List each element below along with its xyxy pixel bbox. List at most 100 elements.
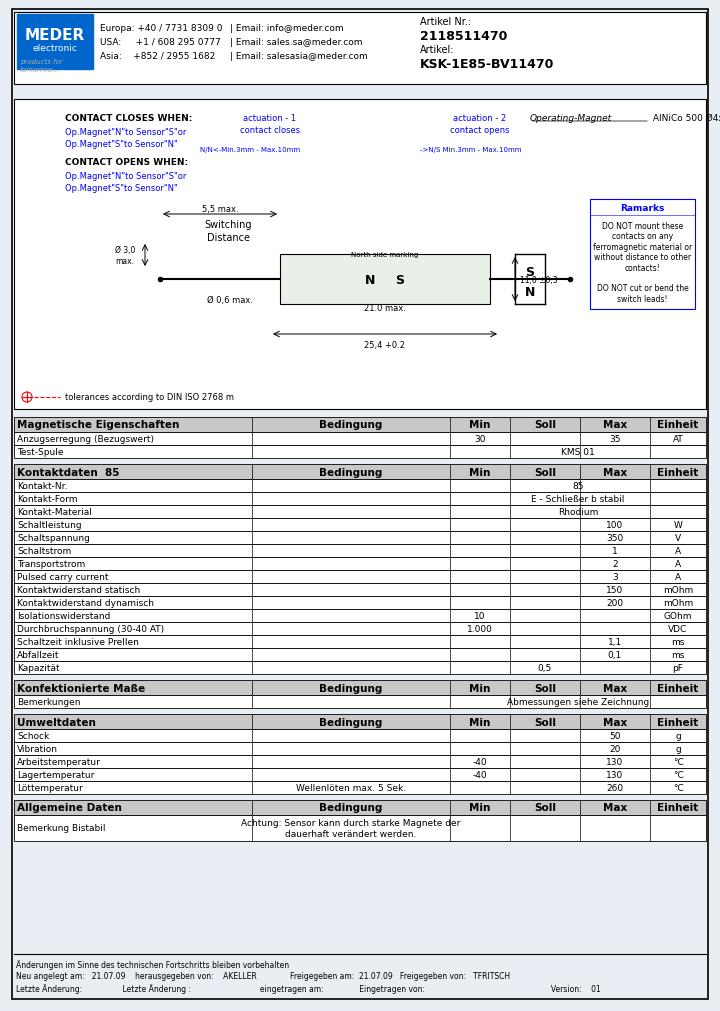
Text: Europa: +40 / 7731 8309 0: Europa: +40 / 7731 8309 0 [100,23,222,32]
Text: °C: °C [672,757,683,766]
Text: tomorrow...: tomorrow... [20,67,60,73]
Text: Soll: Soll [534,803,556,813]
Text: ms: ms [671,637,685,646]
Bar [14,755,706,768]
Text: -40: -40 [473,757,487,766]
Text: S: S [526,265,534,278]
Bar [14,418,706,433]
Text: Switching: Switching [204,219,252,229]
Bar [14,506,706,519]
Bar [14,100,706,409]
Bar [14,570,706,583]
Text: VDC: VDC [668,625,688,633]
Text: 0,1: 0,1 [608,650,622,659]
Bar [14,446,706,459]
Text: 1: 1 [612,547,618,555]
Text: Anzugserregung (Bezugswert): Anzugserregung (Bezugswert) [17,435,154,444]
Text: Einheit: Einheit [657,467,698,477]
Text: Max: Max [603,467,627,477]
Text: 260: 260 [606,784,624,793]
Text: -40: -40 [473,770,487,779]
Bar [14,729,706,742]
Bar [14,433,706,446]
Text: Soll: Soll [534,421,556,430]
Text: N: N [365,273,375,286]
Text: 50: 50 [609,731,621,740]
Bar [14,696,706,709]
Text: A: A [675,547,681,555]
Text: 30: 30 [474,435,486,444]
Text: Distance: Distance [207,233,250,243]
Text: DO NOT mount these
contacts on any
ferromagnetic material or
without distance to: DO NOT mount these contacts on any ferro… [593,221,692,303]
Text: AlNiCo 500 Ø4x19 mm: AlNiCo 500 Ø4x19 mm [650,113,720,122]
Text: 1.000: 1.000 [467,625,493,633]
Text: AT: AT [672,435,683,444]
Text: | Email: salesasia@meder.com: | Email: salesasia@meder.com [230,52,368,61]
Text: 130: 130 [606,770,624,779]
Text: 2118511470: 2118511470 [420,29,508,42]
Text: Bedingung: Bedingung [319,803,383,813]
Text: 5,5 max.: 5,5 max. [202,204,238,213]
Bar [14,596,706,610]
Bar [14,479,706,492]
Text: Bemerkungen: Bemerkungen [17,698,81,707]
Text: Op.Magnet"N"to Sensor"S"or: Op.Magnet"N"to Sensor"S"or [65,127,186,136]
Text: Schaltspannung: Schaltspannung [17,534,90,543]
Text: 11,0 ±0,3: 11,0 ±0,3 [520,275,557,284]
Text: Ramarks: Ramarks [621,203,665,212]
Text: A: A [675,559,681,568]
Bar [14,635,706,648]
Text: Operating-Magnet: Operating-Magnet [530,113,612,122]
Bar [280,255,490,304]
Text: mOhm: mOhm [663,599,693,608]
Text: N: N [525,285,535,298]
Text: N/N<-Min.3mm - Max.10mm: N/N<-Min.3mm - Max.10mm [200,147,300,153]
Text: Abfallzeit: Abfallzeit [17,650,60,659]
Text: Ø 3,0
max.: Ø 3,0 max. [114,246,135,266]
Text: Asia:    +852 / 2955 1682: Asia: +852 / 2955 1682 [100,52,215,61]
Text: 20: 20 [609,744,621,753]
Text: °C: °C [672,784,683,793]
Bar [14,583,706,596]
Text: Kontaktdaten  85: Kontaktdaten 85 [17,467,120,477]
Text: Vibration: Vibration [17,744,58,753]
Text: Min: Min [469,803,491,813]
Text: g: g [675,744,681,753]
Text: Op.Magnet"S"to Sensor"N": Op.Magnet"S"to Sensor"N" [65,140,178,149]
Bar [14,623,706,635]
Bar [14,742,706,755]
Text: 85: 85 [572,481,584,490]
Text: | Email: info@meder.com: | Email: info@meder.com [230,23,343,32]
Text: CONTACT CLOSES WHEN:: CONTACT CLOSES WHEN: [65,113,192,122]
Text: E - Schließer b stabil: E - Schließer b stabil [531,494,625,503]
Text: Magnetische Eigenschaften: Magnetische Eigenschaften [17,421,179,430]
Text: Isolationswiderstand: Isolationswiderstand [17,612,110,621]
Text: 0,5: 0,5 [538,663,552,672]
Text: Max: Max [603,682,627,693]
Text: Transportstrom: Transportstrom [17,559,85,568]
Text: Artikel Nr.:: Artikel Nr.: [420,17,471,27]
Text: Löttemperatur: Löttemperatur [17,784,83,793]
Text: Bedingung: Bedingung [319,467,383,477]
Text: 35: 35 [609,435,621,444]
Text: 21.0 max.: 21.0 max. [364,303,406,312]
Text: Allgemeine Daten: Allgemeine Daten [17,803,122,813]
Text: contact closes: contact closes [240,125,300,134]
Text: mOhm: mOhm [663,585,693,594]
Text: pF: pF [672,663,683,672]
Text: MEDER: MEDER [25,27,85,42]
Bar [14,13,706,85]
Text: Arbeitstemperatur: Arbeitstemperatur [17,757,101,766]
Text: Max: Max [603,421,627,430]
Text: Schock: Schock [17,731,49,740]
Text: Min: Min [469,467,491,477]
Bar [14,532,706,545]
Text: Op.Magnet"S"to Sensor"N": Op.Magnet"S"to Sensor"N" [65,183,178,192]
Text: 10: 10 [474,612,486,621]
Text: Soll: Soll [534,717,556,727]
Bar [14,815,706,841]
Text: Bedingung: Bedingung [319,421,383,430]
Bar [14,610,706,623]
Text: North side marking: North side marking [351,252,418,258]
Text: Kontaktwiderstand dynamisch: Kontaktwiderstand dynamisch [17,599,154,608]
